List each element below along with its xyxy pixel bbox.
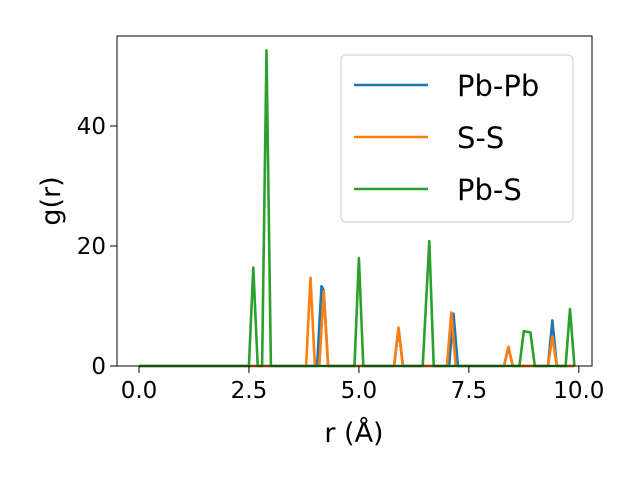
plot-frame <box>116 35 593 367</box>
y-tick-label: 0 <box>91 354 106 380</box>
legend-label-pb-s: Pb-S <box>457 173 522 207</box>
y-tick-label: 20 <box>77 234 106 260</box>
legend: Pb-Pb S-S Pb-S <box>340 54 574 223</box>
legend-frame <box>340 54 574 223</box>
x-tick-label: 10.0 <box>553 378 604 404</box>
x-tick-label: 5.0 <box>341 378 378 404</box>
x-axis: 0.0 2.5 5.0 7.5 10.0 <box>121 366 604 404</box>
x-tick-label: 2.5 <box>231 378 268 404</box>
y-axis: 0 20 40 <box>77 114 117 380</box>
y-axis-label: g(r) <box>36 176 67 225</box>
x-axis-label: r (Å) <box>324 417 383 449</box>
legend-label-pb-pb: Pb-Pb <box>457 69 539 103</box>
x-tick-label: 0.0 <box>121 378 158 404</box>
y-tick-label: 40 <box>77 114 106 140</box>
legend-label-s-s: S-S <box>457 121 504 155</box>
x-tick-label: 7.5 <box>451 378 488 404</box>
